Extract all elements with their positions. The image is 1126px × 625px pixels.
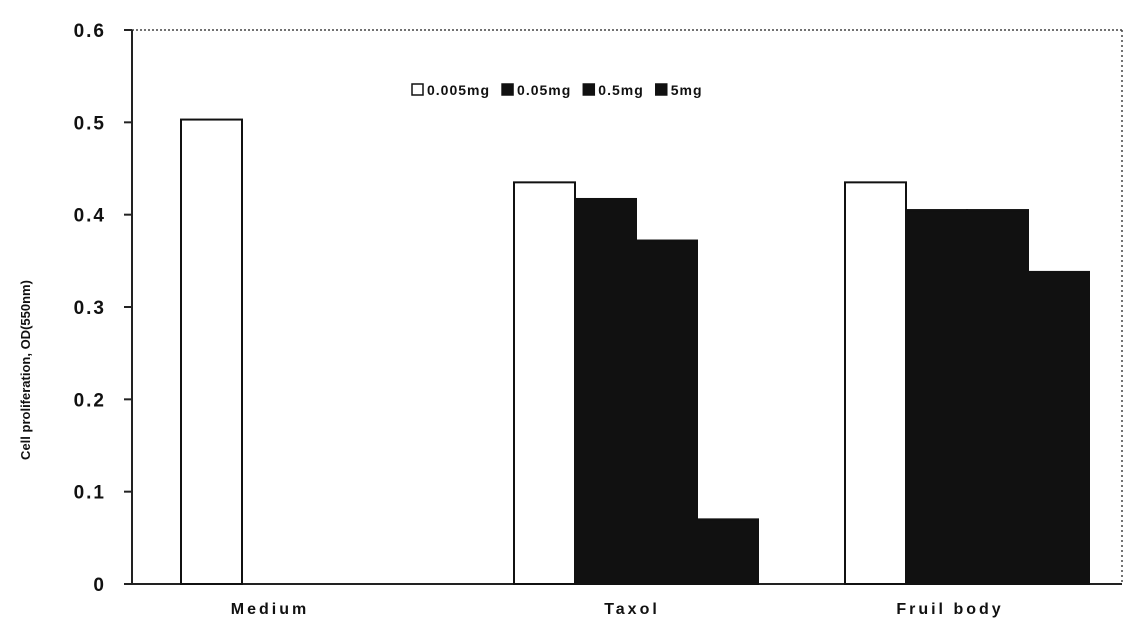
bar-0.05mg-taxol: [574, 197, 637, 585]
legend-label: 0.5mg: [598, 82, 643, 98]
y-axis-ticks: 0 0.1 0.2 0.3 0.4 0.5 0.6: [74, 21, 132, 596]
legend-swatch: [501, 83, 514, 96]
bar-5mg-taxol: [696, 518, 759, 585]
y-tick-label: 0.1: [74, 483, 106, 504]
x-category-label: Fruil body: [896, 601, 1003, 618]
y-axis-label: Cell proliferation, OD(550nm): [18, 280, 33, 460]
bar-0.5mg-fruil-body: [966, 209, 1029, 586]
bar-0.005mg-fruil-body: [844, 181, 907, 585]
bar-0.005mg-taxol: [513, 181, 576, 585]
bar-0.05mg-fruil-body: [905, 209, 968, 586]
legend: 0.005mg 0.05mg 0.5mg 5mg: [411, 82, 703, 98]
x-category-label: Taxol: [604, 601, 660, 618]
legend-swatch: [411, 83, 424, 96]
x-category-label: Medium: [231, 601, 309, 618]
bar-0.5mg-taxol: [635, 239, 698, 586]
y-tick-label: 0.4: [74, 206, 106, 227]
bar-0.005mg-medium: [180, 118, 243, 586]
legend-label: 0.005mg: [427, 82, 490, 98]
bars: [180, 118, 1090, 586]
legend-label: 0.05mg: [517, 82, 571, 98]
y-tick-label: 0: [93, 575, 106, 596]
bar-5mg-fruil-body: [1027, 270, 1090, 585]
legend-label: 5mg: [671, 82, 703, 98]
legend-swatch: [582, 83, 596, 96]
y-tick-label: 0.6: [74, 21, 106, 42]
y-tick-label: 0.5: [74, 113, 106, 134]
x-axis-categories: Medium Taxol Fruil body: [231, 601, 1003, 618]
legend-swatch: [655, 83, 668, 96]
y-tick-label: 0.2: [74, 390, 106, 411]
y-tick-label: 0.3: [74, 298, 106, 319]
